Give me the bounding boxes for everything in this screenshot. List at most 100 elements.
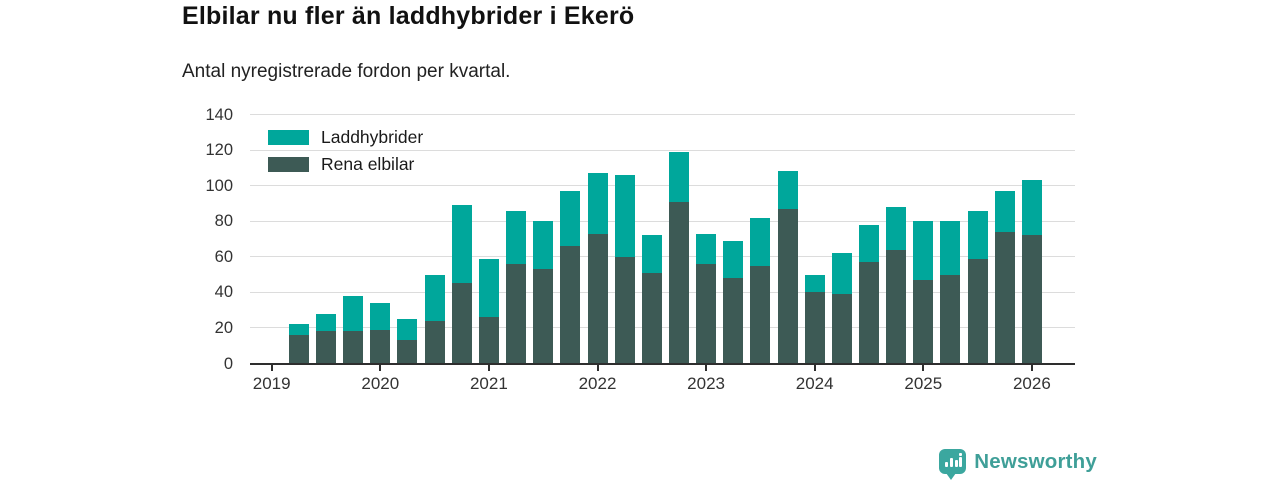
bar-2022-Q4-rena-elbilar: [668, 201, 689, 364]
bar-2020-Q3-laddhybrider: [424, 274, 445, 321]
bar-2023-Q1-rena-elbilar: [696, 263, 717, 364]
bar-2022-Q2-rena-elbilar: [614, 256, 635, 364]
bar-2021-Q4-laddhybrider: [560, 190, 581, 247]
newsworthy-logo-text: Newsworthy: [974, 449, 1097, 473]
x-axis-tick: [813, 364, 816, 371]
y-axis-label: 140: [205, 105, 233, 124]
bar-2026-Q1-laddhybrider: [1021, 180, 1042, 236]
x-axis-tick: [705, 364, 708, 371]
bar-2020-Q1-laddhybrider: [370, 303, 391, 330]
y-axis-label: 40: [214, 283, 233, 302]
bar-2025-Q1-rena-elbilar: [913, 279, 934, 364]
bar-2025-Q3-rena-elbilar: [967, 258, 988, 364]
x-axis-label: 2025: [904, 373, 943, 393]
x-axis-tick: [922, 364, 925, 371]
x-axis-label: 2021: [469, 373, 508, 393]
bar-2026-Q1-rena-elbilar: [1021, 235, 1042, 364]
bar-2019-Q4-rena-elbilar: [343, 331, 364, 364]
bar-2020-Q1-rena-elbilar: [370, 329, 391, 364]
bar-2023-Q4-rena-elbilar: [777, 208, 798, 364]
gridline-y-60: [250, 256, 1075, 258]
bar-2021-Q1-rena-elbilar: [478, 317, 499, 364]
bar-2021-Q1-laddhybrider: [478, 258, 499, 318]
bar-2020-Q2-laddhybrider: [397, 319, 418, 341]
bar-2022-Q3-laddhybrider: [641, 235, 662, 273]
bar-2025-Q3-laddhybrider: [967, 210, 988, 259]
x-axis-label: 2019: [252, 373, 291, 393]
bar-2019-Q3-laddhybrider: [316, 313, 336, 332]
bar-2025-Q2-rena-elbilar: [940, 274, 961, 364]
bar-2020-Q4-laddhybrider: [451, 205, 472, 284]
chart-title: Elbilar nu fler än laddhybrider i Ekerö: [182, 2, 635, 30]
bar-2019-Q2-rena-elbilar: [288, 335, 309, 364]
bar-2024-Q2-laddhybrider: [831, 253, 852, 295]
x-axis-line: [250, 362, 1075, 365]
bar-2020-Q4-rena-elbilar: [451, 283, 472, 364]
legend-item-laddhybrider: Laddhybrider: [268, 126, 424, 147]
bar-2019-Q4-laddhybrider: [343, 295, 364, 332]
bar-2022-Q1-rena-elbilar: [587, 233, 608, 364]
chart-legend: Laddhybrider Rena elbilar: [268, 126, 424, 183]
bar-2023-Q4-laddhybrider: [777, 171, 798, 209]
y-axis-label: 80: [214, 212, 233, 231]
bar-2021-Q3-rena-elbilar: [533, 269, 554, 364]
bar-2020-Q2-rena-elbilar: [397, 340, 418, 364]
bar-2019-Q3-rena-elbilar: [316, 331, 336, 364]
bar-2021-Q4-rena-elbilar: [560, 246, 581, 364]
bar-2024-Q2-rena-elbilar: [831, 294, 852, 364]
y-axis-label: 0: [223, 354, 233, 373]
bar-2019-Q2-laddhybrider: [288, 324, 309, 336]
x-axis-tick: [379, 364, 382, 371]
bar-2023-Q1-laddhybrider: [696, 233, 717, 264]
legend-label: Rena elbilar: [321, 153, 415, 174]
bar-2024-Q1-rena-elbilar: [804, 292, 825, 364]
bar-2025-Q4-rena-elbilar: [994, 231, 1015, 364]
bar-2022-Q2-laddhybrider: [614, 174, 635, 257]
x-axis-label: 2023: [687, 373, 725, 393]
y-axis-label: 100: [205, 176, 233, 195]
gridline-y-120: [250, 149, 1075, 151]
x-axis-label: 2022: [578, 373, 617, 393]
legend-swatch-laddhybrider: [268, 129, 309, 145]
gridline-y-140: [250, 114, 1075, 115]
bar-2021-Q3-laddhybrider: [533, 221, 554, 270]
newsworthy-logo-icon: [939, 449, 967, 480]
x-axis-tick: [487, 364, 490, 371]
bar-2021-Q2-rena-elbilar: [506, 263, 527, 364]
chart-subtitle: Antal nyregistrerade fordon per kvartal.: [182, 61, 511, 82]
bar-2023-Q3-laddhybrider: [750, 217, 771, 266]
bar-2025-Q2-laddhybrider: [940, 221, 961, 275]
x-axis-tick: [1030, 364, 1033, 371]
bar-2024-Q3-rena-elbilar: [859, 262, 879, 364]
bar-2020-Q3-rena-elbilar: [424, 320, 445, 364]
bar-2024-Q1-laddhybrider: [804, 274, 825, 293]
bar-2022-Q3-rena-elbilar: [641, 272, 662, 364]
bar-2021-Q2-laddhybrider: [506, 210, 527, 264]
bar-2023-Q2-laddhybrider: [723, 240, 744, 279]
bar-2024-Q4-rena-elbilar: [886, 249, 907, 364]
y-axis-label: 20: [214, 318, 233, 337]
bar-2024-Q3-laddhybrider: [859, 224, 879, 263]
y-axis-label: 60: [214, 247, 233, 266]
bar-2022-Q4-laddhybrider: [668, 151, 689, 202]
bar-2025-Q4-laddhybrider: [994, 190, 1015, 232]
bar-2022-Q1-laddhybrider: [587, 173, 608, 234]
x-axis-tick: [270, 364, 273, 371]
gridline-y-80: [250, 220, 1075, 222]
legend-swatch-rena-elbilar: [268, 156, 309, 172]
gridline-y-100: [250, 185, 1075, 187]
bar-2025-Q1-laddhybrider: [913, 221, 934, 280]
bar-2023-Q2-rena-elbilar: [723, 278, 744, 364]
y-axis-label: 120: [205, 141, 233, 160]
x-axis-label: 2024: [795, 373, 834, 393]
legend-item-rena-elbilar: Rena elbilar: [268, 153, 423, 174]
legend-label: Laddhybrider: [321, 126, 424, 147]
bar-2024-Q4-laddhybrider: [886, 206, 907, 250]
x-axis-label: 2020: [361, 373, 400, 393]
gridline-y-20: [250, 327, 1075, 329]
bar-2023-Q3-rena-elbilar: [750, 265, 771, 364]
x-axis-label: 2026: [1012, 373, 1051, 393]
x-axis-tick: [596, 364, 599, 371]
